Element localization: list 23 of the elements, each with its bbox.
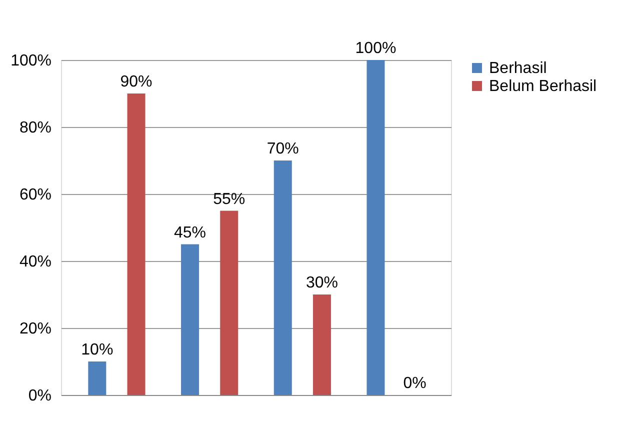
y-tick-label: 100% <box>10 52 52 70</box>
y-tick-label: 0% <box>28 388 52 404</box>
y-tick-label: 80% <box>19 120 52 136</box>
data-label: 100% <box>355 40 396 57</box>
y-tick-label: 40% <box>19 254 52 270</box>
bar <box>220 210 238 395</box>
data-label: 70% <box>266 140 299 158</box>
data-label: 90% <box>120 74 152 90</box>
bar <box>366 60 385 395</box>
bar <box>312 294 331 395</box>
data-label: 45% <box>174 224 206 242</box>
data-label: 0% <box>403 375 426 392</box>
bar <box>181 244 200 395</box>
bar <box>274 160 292 395</box>
bar <box>127 94 146 395</box>
legend-label: Belum Berhasil <box>489 78 597 95</box>
y-tick-label: 60% <box>19 186 52 204</box>
bar <box>88 362 106 395</box>
y-tick-label: 20% <box>19 320 52 338</box>
data-label: 10% <box>81 342 114 358</box>
data-label: 30% <box>306 274 338 292</box>
legend-label: Berhasil <box>489 60 547 77</box>
data-label: 55% <box>213 190 246 208</box>
